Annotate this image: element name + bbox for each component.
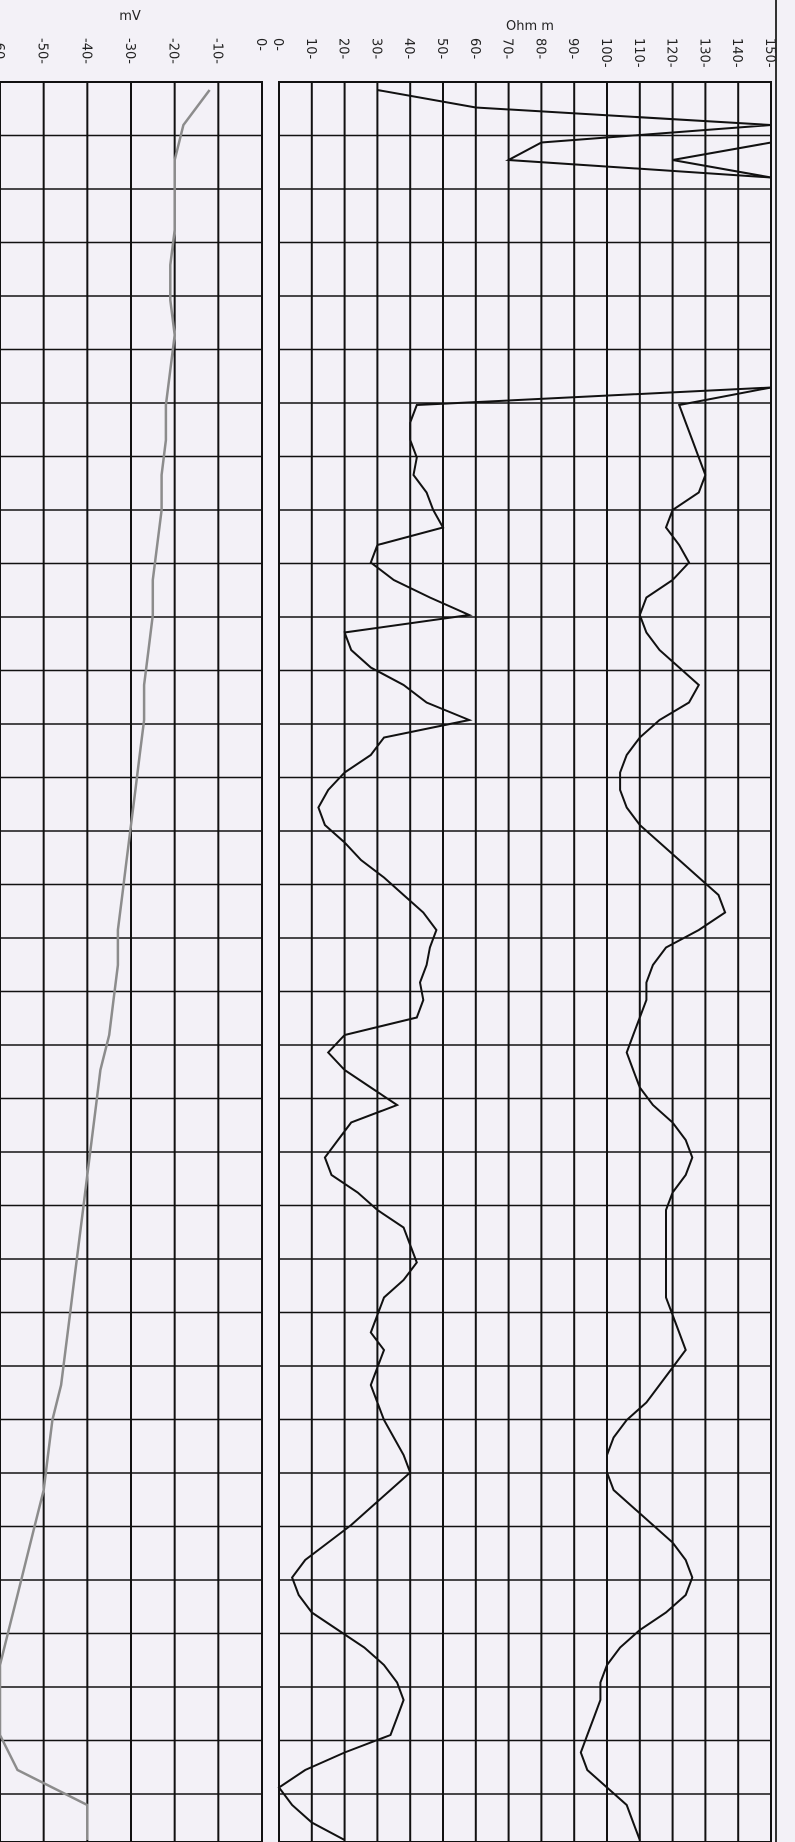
sp-tick-labels: -60 -50- -40- -30- -20- -10- 0- — [0, 38, 268, 64]
sp-tick-label: -30- — [122, 38, 137, 64]
resistivity-tick-label: 80- — [532, 38, 547, 60]
sp-tick-label: 0- — [253, 38, 268, 51]
resistivity-tick-label: 20- — [336, 38, 351, 60]
sp-tick-label: -10- — [209, 38, 224, 64]
sp-track-frame — [0, 81, 263, 1842]
sp-tick-label: -60 — [0, 38, 6, 59]
resistivity-tick-label: 40- — [401, 38, 416, 60]
sp-unit-label: mV — [119, 9, 141, 24]
resistivity-tick-label: 130- — [696, 38, 711, 68]
resistivity-tick-label: 150- — [762, 38, 777, 68]
sp-track-grid — [0, 82, 263, 1842]
resistivity-tick-label: 10- — [303, 38, 318, 60]
sp-tick-label: -20- — [166, 38, 181, 64]
resistivity-tick-label: 100- — [598, 38, 613, 68]
resistivity-unit-label: Ohm m — [506, 19, 554, 34]
resistivity-tick-label: 110- — [631, 38, 646, 68]
resistivity-tick-label: 90- — [565, 38, 580, 60]
resistivity-tick-label: 140- — [729, 38, 744, 68]
sp-tick-label: -40- — [78, 38, 93, 64]
resistivity-track-frame — [278, 81, 772, 1842]
sp-tick-label: -50- — [35, 38, 50, 64]
resistivity-tick-labels: 0- 10- 20- 30- 40- 50- 60- 70- 80- 90- 100- 110- 120… — [270, 38, 777, 68]
resistivity-tick-label: 30- — [368, 38, 383, 60]
resistivity-tick-label: 50- — [434, 38, 449, 60]
resistivity-tick-label: 70- — [500, 38, 515, 60]
sp-curve — [0, 89, 211, 1840]
resistivity-curve-deep — [579, 90, 772, 1841]
resistivity-tick-label: 0- — [270, 38, 285, 51]
resistivity-tick-label: 120- — [664, 38, 679, 68]
resistivity-tick-label: 60- — [467, 38, 482, 60]
